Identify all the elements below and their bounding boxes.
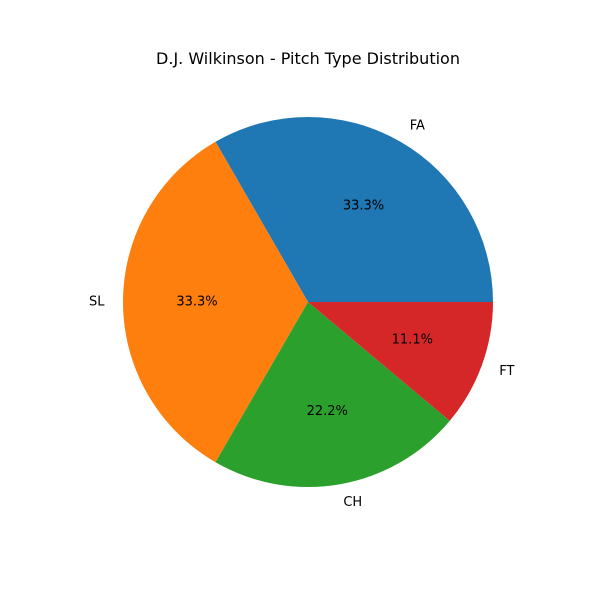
pie-slices [123, 116, 493, 487]
pie-slice-ft [308, 302, 493, 421]
pie-slice-ch [215, 302, 450, 487]
pie-slice-sl [123, 141, 308, 463]
pie-labels: FA 33.3% SL 33.3% CH 22.2% FT 11.1% [89, 118, 514, 510]
chart-title: D.J. Wilkinson - Pitch Type Distribution [156, 49, 460, 68]
slice-label-ch: CH [343, 495, 362, 510]
pct-label-sl: 33.3% [176, 295, 217, 310]
slice-label-ft: FT [499, 364, 514, 379]
pie-slice-fa [215, 116, 493, 302]
slice-label-fa: FA [410, 118, 425, 133]
pct-label-fa: 33.3% [343, 198, 384, 213]
slice-label-sl: SL [89, 295, 105, 310]
pct-label-ch: 22.2% [307, 404, 348, 419]
pct-label-ft: 11.1% [392, 332, 433, 347]
